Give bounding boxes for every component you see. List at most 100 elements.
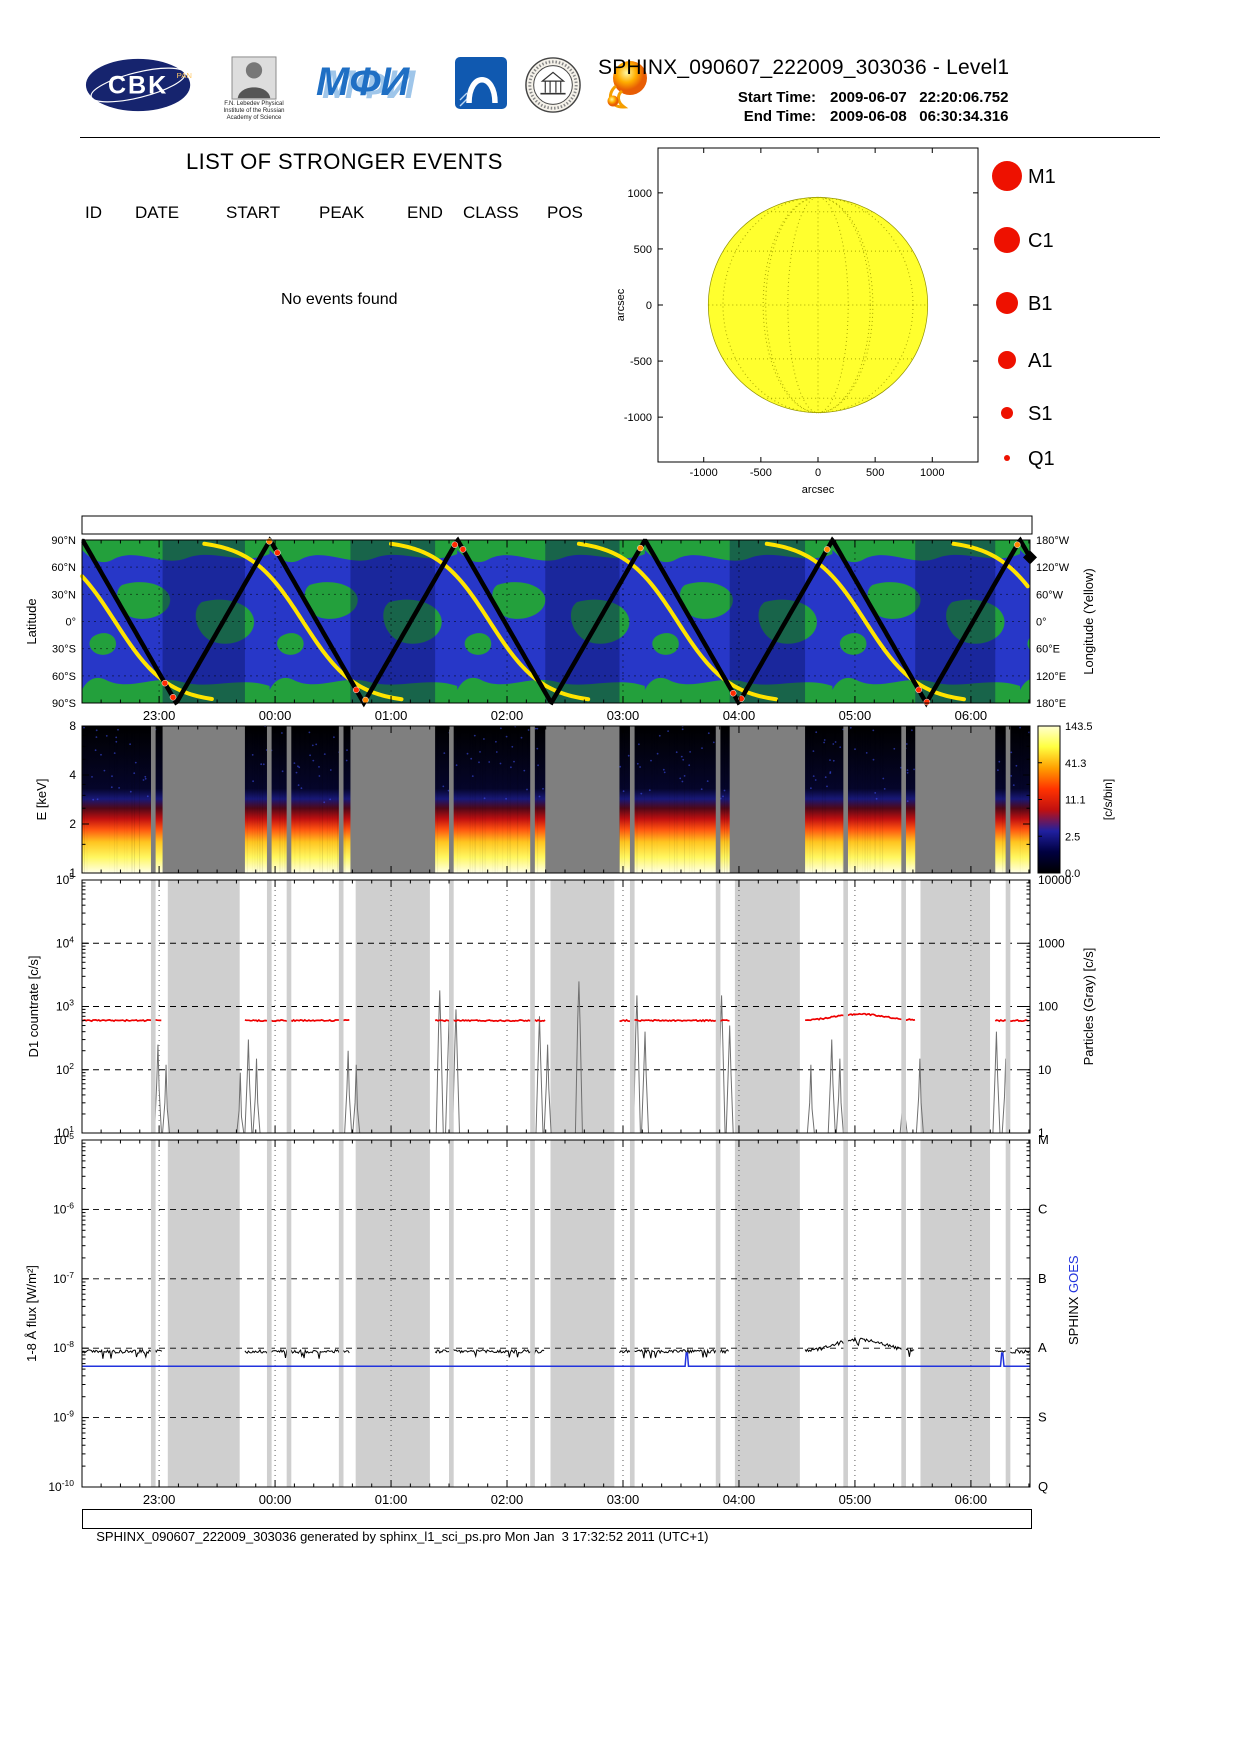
lebedev-caption-line3: Academy of Science xyxy=(226,115,282,121)
svg-text:-500: -500 xyxy=(750,467,772,479)
hot-pixel-dot xyxy=(637,544,644,552)
particle-spike xyxy=(574,981,583,1134)
mephi-logo: МФИ МФИ xyxy=(316,60,417,107)
svg-text:arcsec: arcsec xyxy=(615,288,627,321)
particle-spike xyxy=(252,1058,261,1134)
hot-pixel-dot xyxy=(266,538,273,545)
longitude-curve xyxy=(389,541,591,702)
svg-text:03:00: 03:00 xyxy=(607,1492,640,1507)
svg-text:1: 1 xyxy=(69,866,76,880)
svg-text:102: 102 xyxy=(56,1061,74,1077)
svg-text:10: 10 xyxy=(1038,1063,1052,1077)
svg-text:500: 500 xyxy=(634,244,652,256)
svg-text:0: 0 xyxy=(646,300,652,312)
lebedev-caption-line2: Institute of the Russian xyxy=(223,108,285,114)
svg-text:90°N: 90°N xyxy=(51,535,76,547)
arch-logo xyxy=(455,57,507,109)
svg-text:120°E: 120°E xyxy=(1036,671,1066,683)
svg-text:Latitude: Latitude xyxy=(24,598,39,644)
events-col-start: START xyxy=(226,203,281,222)
svg-text:10-7: 10-7 xyxy=(53,1270,74,1286)
svg-text:E [keV]: E [keV] xyxy=(34,779,49,821)
svg-text:10-9: 10-9 xyxy=(53,1409,74,1425)
svg-text:04:00: 04:00 xyxy=(723,1492,756,1507)
svg-text:arcsec: arcsec xyxy=(802,484,835,496)
university-seal-logo xyxy=(525,57,581,113)
svg-text:00:00: 00:00 xyxy=(259,1492,292,1507)
sphinx-flux-series xyxy=(244,1348,350,1359)
countrate-panel: 101 1 102 10 103 100 104 1000 105 10000 D1 countra… xyxy=(26,871,1096,1140)
goes-class-M: M xyxy=(1038,1132,1049,1147)
legend-label-M1: M1 xyxy=(1028,166,1056,188)
particle-spike xyxy=(641,1031,650,1134)
events-heading: LIST OF STRONGER EVENTS xyxy=(186,149,503,174)
svg-text:23:00: 23:00 xyxy=(143,1492,176,1507)
particle-spike xyxy=(632,995,641,1134)
hot-pixel-dot xyxy=(459,546,467,553)
svg-text:101: 101 xyxy=(56,1124,74,1140)
svg-text:Longitude (Yellow): Longitude (Yellow) xyxy=(1081,568,1096,674)
svg-text:00:00: 00:00 xyxy=(259,708,292,723)
cbk-logo-text: CBK xyxy=(108,72,168,100)
end-time-value: 2009-06-08 06:30:34.316 xyxy=(830,108,1009,125)
hot-pixel-dot xyxy=(915,686,922,694)
mephi-logo-text: МФИ xyxy=(316,60,411,104)
svg-text:02:00: 02:00 xyxy=(491,1492,524,1507)
cbk-logo-subtext: PAN xyxy=(177,71,192,80)
svg-text:60°N: 60°N xyxy=(51,562,76,574)
svg-text:06:00: 06:00 xyxy=(955,1492,988,1507)
svg-text:104: 104 xyxy=(56,934,74,950)
legend-dot-M1 xyxy=(992,161,1022,191)
goes-class-S: S xyxy=(1038,1410,1047,1425)
legend-label-C1: C1 xyxy=(1028,230,1054,252)
events-col-date: DATE xyxy=(135,203,180,222)
svg-text:04:00: 04:00 xyxy=(723,708,756,723)
particle-spike xyxy=(992,1031,1001,1134)
page-title: SPHINX_090607_222009_303036 - Level1 xyxy=(598,56,1010,79)
particle-spike xyxy=(162,1064,171,1134)
particle-spike xyxy=(835,1058,844,1134)
ground-track-panel: 90°N 60°N 30°N 0° 30°S 60°S 90°S 180°W 120°W 60°W… xyxy=(24,535,1096,723)
spectrogram-panel: 1 2 4 8 E [keV] 0.0 2.5 11.1 41.3 143.5 [c/s/bin] xyxy=(34,719,1115,880)
particle-spike xyxy=(915,1058,924,1134)
svg-text:1-8 Å flux [W/m²]: 1-8 Å flux [W/m²] xyxy=(24,1265,39,1362)
svg-text:1000: 1000 xyxy=(628,188,652,200)
legend-dot-C1 xyxy=(994,227,1020,253)
particle-spike xyxy=(435,990,444,1134)
svg-text:60°S: 60°S xyxy=(52,671,76,683)
legend-dot-A1 xyxy=(998,351,1016,369)
events-col-peak: PEAK xyxy=(319,203,365,222)
hot-pixel-dot xyxy=(274,549,281,557)
svg-text:06:00: 06:00 xyxy=(955,708,988,723)
longitude-curve xyxy=(80,574,214,701)
lebedev-logo: F.N. Lebedev Physical Institute of the R… xyxy=(212,56,296,122)
hot-pixel-dot xyxy=(169,694,177,701)
svg-text:8: 8 xyxy=(69,719,76,733)
svg-text:0°: 0° xyxy=(1036,617,1047,629)
svg-text:10000: 10000 xyxy=(1038,873,1072,887)
hot-pixel-dot xyxy=(1014,541,1021,548)
time-range: Start Time: 2009-06-07 22:20:06.752 End … xyxy=(716,89,1158,125)
legend-label-Q1: Q1 xyxy=(1028,448,1055,470)
footer-text: SPHINX_090607_222009_303036 generated by… xyxy=(96,1529,709,1544)
svg-text:180°E: 180°E xyxy=(1036,698,1066,710)
goes-class-Q: Q xyxy=(1038,1479,1048,1494)
legend-dot-B1 xyxy=(996,292,1018,314)
hot-pixel-dot xyxy=(451,541,459,548)
svg-text:10-10: 10-10 xyxy=(48,1478,74,1494)
start-time-label: Start Time: xyxy=(737,89,816,106)
hot-pixel-dot xyxy=(362,696,369,704)
solar-disk-chart: -1000 -1000 -500 -500 0 0 500 500 1000 1000 arcsec… xyxy=(615,147,1056,496)
svg-text:-500: -500 xyxy=(630,356,652,368)
svg-text:03:00: 03:00 xyxy=(607,708,640,723)
particle-spike xyxy=(827,1039,836,1134)
svg-text:41.3: 41.3 xyxy=(1065,758,1086,770)
svg-text:2.5: 2.5 xyxy=(1065,831,1080,843)
longitude-curve xyxy=(576,541,779,702)
svg-text:500: 500 xyxy=(866,467,884,479)
svg-text:30°S: 30°S xyxy=(52,644,76,656)
particle-spike xyxy=(535,1016,544,1134)
svg-text:60°E: 60°E xyxy=(1036,644,1060,656)
countrate-series xyxy=(994,1018,1029,1023)
svg-text:05:00: 05:00 xyxy=(839,708,872,723)
